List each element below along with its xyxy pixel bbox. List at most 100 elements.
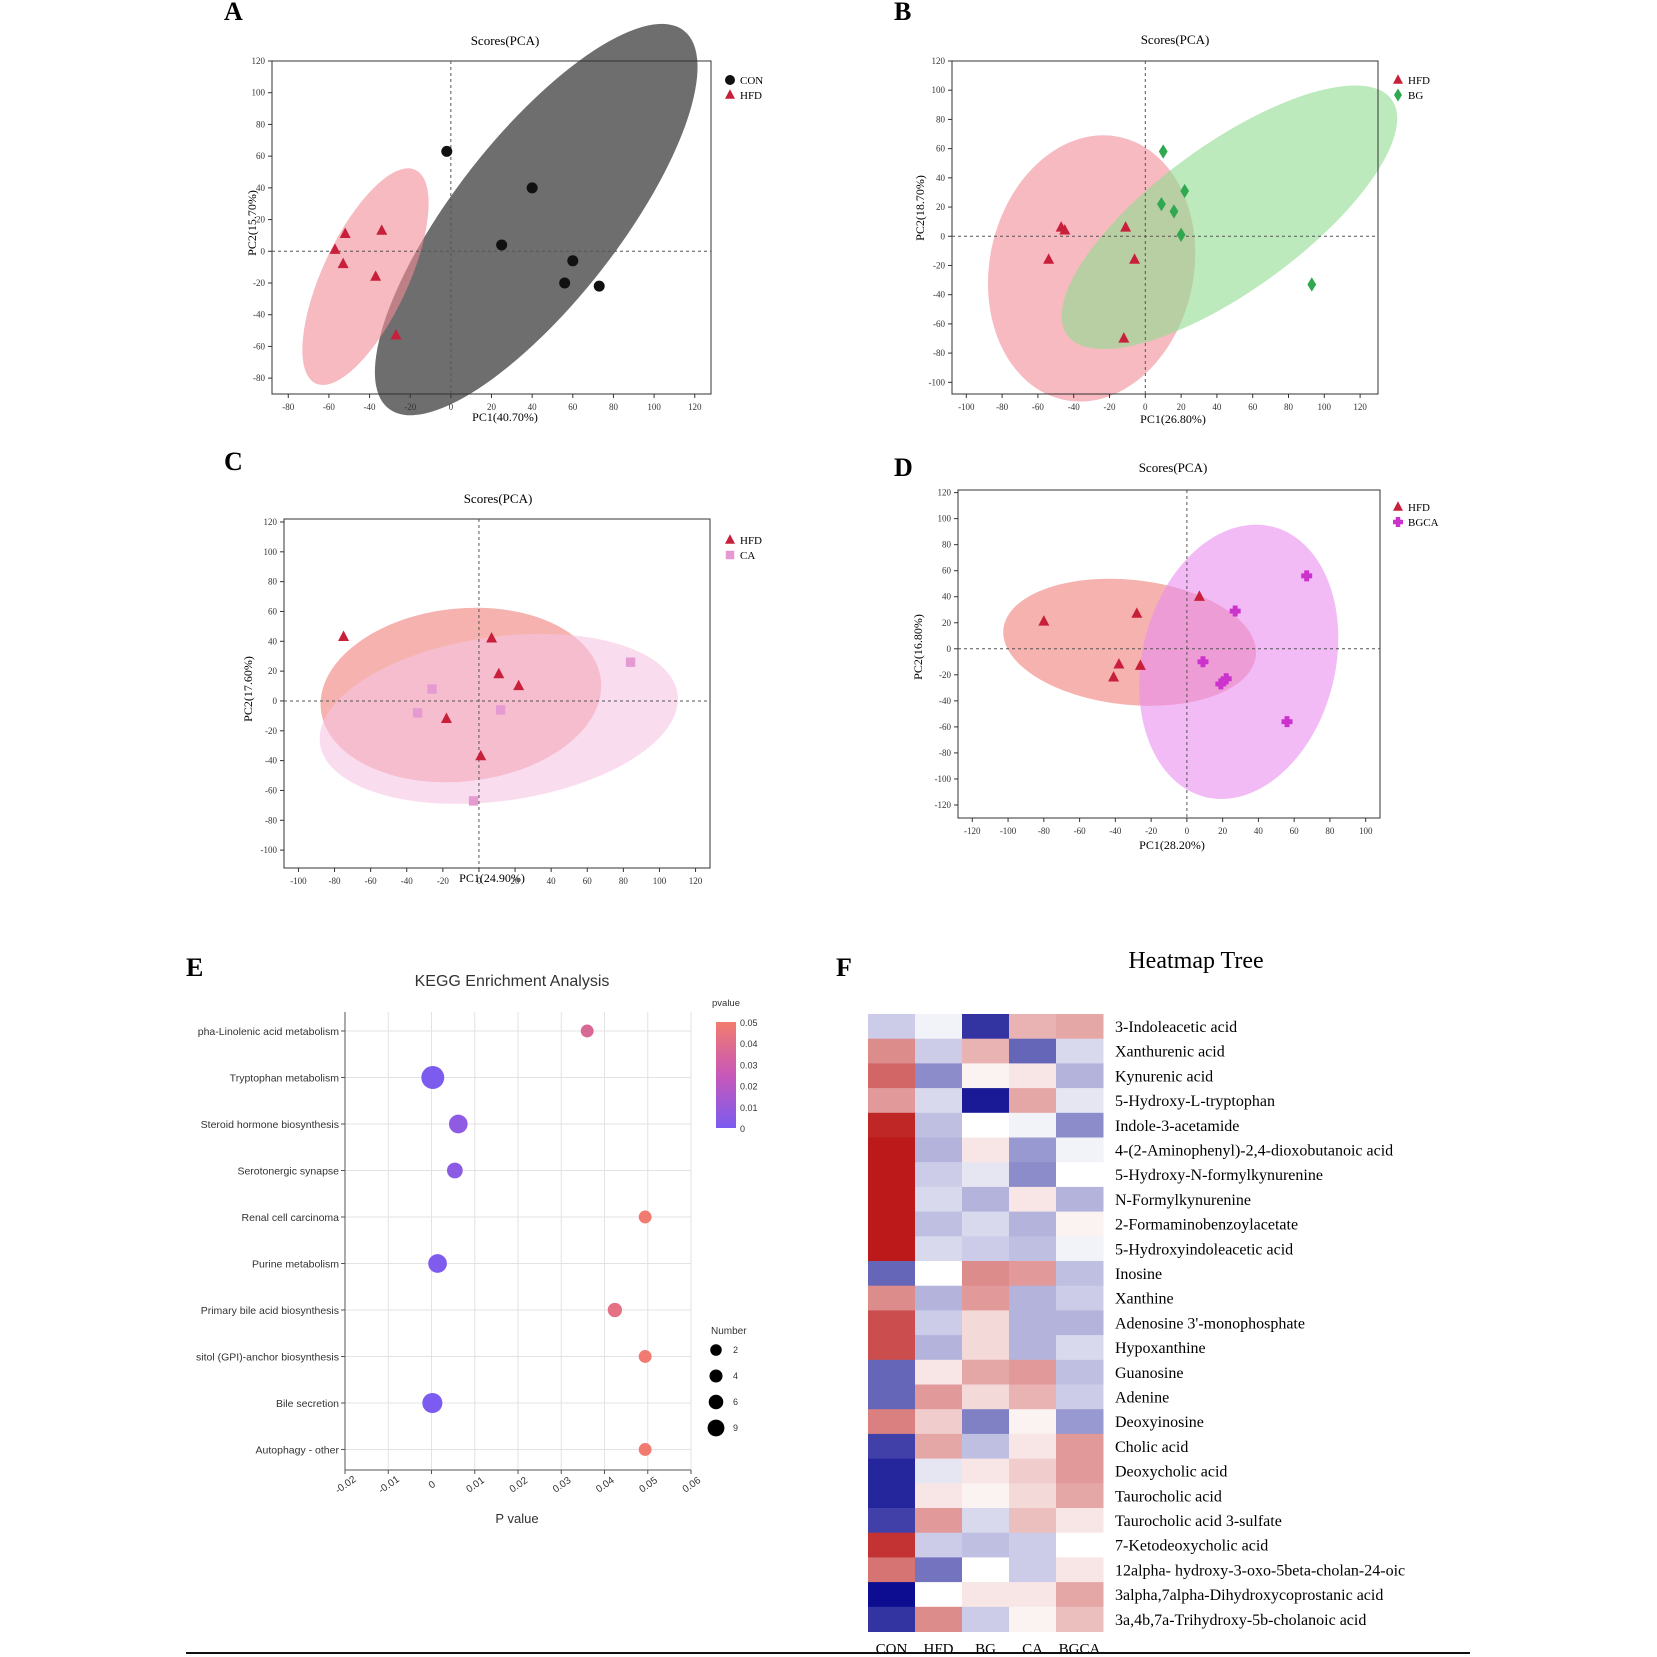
chart-e-category-label: sitol (GPI)-anchor biosynthesis	[196, 1352, 339, 1364]
heatmap-cell	[915, 1557, 963, 1583]
chart-d-xtick-label: -40	[1109, 826, 1121, 836]
chart-b-xtick-label: -80	[996, 402, 1008, 412]
chart-b-ytick-label: 80	[936, 114, 946, 124]
heatmap-cell	[1056, 1038, 1104, 1064]
pca-chart-d: -120 -100 -80 -60 -40 -20 0 20 40 60 80 100 -120 -100…	[935, 488, 1439, 836]
chart-d-ytick-label: -100	[935, 774, 952, 784]
heatmap-cell	[1056, 1508, 1104, 1534]
heatmap-cell	[1056, 1014, 1104, 1040]
panel-label-a: A	[224, 0, 243, 26]
chart-c-legend-label-ca: CA	[740, 550, 755, 562]
chart-c-ylabel: PC2(17.60%)	[241, 656, 255, 722]
chart-c-xtick-label: 100	[653, 876, 667, 886]
heatmap-cell	[962, 1038, 1010, 1064]
heatmap-cell	[1009, 1211, 1057, 1237]
heatmap-cell	[1009, 1038, 1057, 1064]
chart-b-point-hfd	[1129, 253, 1141, 264]
heatmap-cell	[915, 1137, 963, 1163]
chart-c-point-ca	[427, 684, 437, 694]
heatmap-row-label: 4-(2-Aminophenyl)-2,4-dioxobutanoic acid	[1115, 1143, 1393, 1160]
heatmap-cell	[1056, 1359, 1104, 1385]
chart-b-legend-label-hfd: HFD	[1408, 75, 1430, 87]
heatmap-cell	[915, 1261, 963, 1287]
chart-a-ellipse-hfd	[302, 168, 429, 386]
panel-label-c: C	[224, 447, 243, 476]
heatmap-cell	[868, 1483, 916, 1509]
chart-a-point-con	[567, 255, 579, 267]
chart-e-category-label: Bile secretion	[276, 1398, 339, 1410]
chart-f-title: Heatmap Tree	[1128, 948, 1263, 974]
heatmap-cell	[962, 1211, 1010, 1237]
heatmap-cell	[1009, 1508, 1057, 1534]
pca-chart-b: -100 -80 -60 -40 -20 0 20 40 60 80 100 120 -100 -80 -6…	[929, 56, 1431, 412]
chart-a-point-hfd	[329, 243, 341, 254]
chart-e-category-label: pha-Linolenic acid metabolism	[198, 1026, 339, 1038]
heatmap-cell	[962, 1285, 1010, 1311]
heatmap-cell	[915, 1483, 963, 1509]
chart-b-ylabel: PC2(18.70%)	[913, 175, 927, 241]
chart-c-frame	[283, 518, 711, 869]
heatmap-cell	[1056, 1261, 1104, 1287]
heatmap-cell	[868, 1335, 916, 1361]
chart-d-ytick-label: 60	[942, 566, 952, 576]
chart-e-size-legend-label: 4	[733, 1371, 738, 1381]
chart-d-point-bgca	[1220, 673, 1232, 685]
heatmap-row-label: Xanthurenic acid	[1115, 1044, 1225, 1061]
heatmap-cell	[915, 1384, 963, 1410]
heatmap-row-label: Inosine	[1115, 1266, 1162, 1283]
panel-label-b: B	[894, 0, 911, 26]
chart-d-ytick-label: -60	[939, 722, 951, 732]
heatmap-cell	[962, 1186, 1010, 1213]
chart-e-bubble	[421, 1066, 445, 1089]
heatmap-cell	[962, 1582, 1010, 1608]
heatmap-row-label: Adenine	[1115, 1390, 1169, 1407]
panel-label-f: F	[836, 953, 852, 982]
chart-a-ylabel: PC2(15.70%)	[245, 190, 259, 256]
heatmap-cell	[868, 1112, 916, 1138]
heatmap-cell	[962, 1483, 1010, 1509]
chart-c-point-ca	[495, 705, 506, 715]
chart-b-frame	[951, 60, 1379, 395]
heatmap-cell	[868, 1532, 916, 1558]
chart-b-ytick-label: 40	[936, 173, 946, 183]
chart-b-point-hfd	[1043, 253, 1055, 264]
chart-e-category-label: Tryptophan metabolism	[230, 1073, 340, 1085]
heatmap-cell	[1056, 1236, 1104, 1262]
chart-b-xtick-label: 60	[1248, 402, 1258, 412]
chart-b-ytick-label: -20	[933, 260, 945, 270]
heatmap-cell	[962, 1261, 1010, 1287]
chart-d-point-bgca	[1215, 678, 1227, 690]
chart-c-xtick-label: 40	[547, 876, 557, 886]
heatmap-row-label: 12alpha- hydroxy-3-oxo-5beta-cholan-24-o…	[1115, 1562, 1405, 1579]
chart-a-point-con	[441, 145, 453, 157]
chart-d-xlabel: PC1(28.20%)	[1139, 838, 1205, 852]
chart-d-frame	[957, 489, 1381, 819]
heatmap-cell	[1009, 1063, 1057, 1089]
chart-a-xtick-label: 60	[568, 402, 578, 412]
chart-b-xtick-label: 80	[1284, 402, 1294, 412]
heatmap-cell	[915, 1458, 963, 1484]
heatmap-cell	[915, 1285, 963, 1311]
chart-a-point-con	[593, 280, 605, 292]
chart-a-point-hfd	[370, 270, 382, 281]
panel-label-d: D	[894, 453, 913, 482]
heatmap-cell	[868, 1285, 916, 1311]
heatmap-column-label: BG	[975, 1642, 996, 1657]
chart-d-legend-label-bgca: BGCA	[1408, 517, 1439, 529]
chart-e-category-label: Primary bile acid biosynthesis	[201, 1305, 339, 1317]
heatmap-cell	[962, 1433, 1010, 1460]
chart-e-colorbar-tick: 0.05	[740, 1018, 758, 1028]
heatmap-cell	[1009, 1112, 1057, 1138]
heatmap-row-label: 5-Hydroxy-L-tryptophan	[1115, 1093, 1275, 1110]
heatmap-cell	[962, 1384, 1010, 1410]
chart-e-colorbar-tick: 0.03	[740, 1060, 758, 1070]
chart-d-xtick-label: 0	[1185, 826, 1190, 836]
chart-a-xtick-label: 80	[609, 402, 619, 412]
chart-e-bubble	[607, 1302, 623, 1318]
heatmap-row-label: Indole-3-acetamide	[1115, 1118, 1239, 1135]
heatmap-cell	[1056, 1063, 1104, 1089]
chart-a-ytick-label: 20	[256, 215, 266, 225]
chart-a-point-hfd	[376, 224, 388, 235]
chart-e-colorbar-title: pvalue	[712, 998, 740, 1009]
